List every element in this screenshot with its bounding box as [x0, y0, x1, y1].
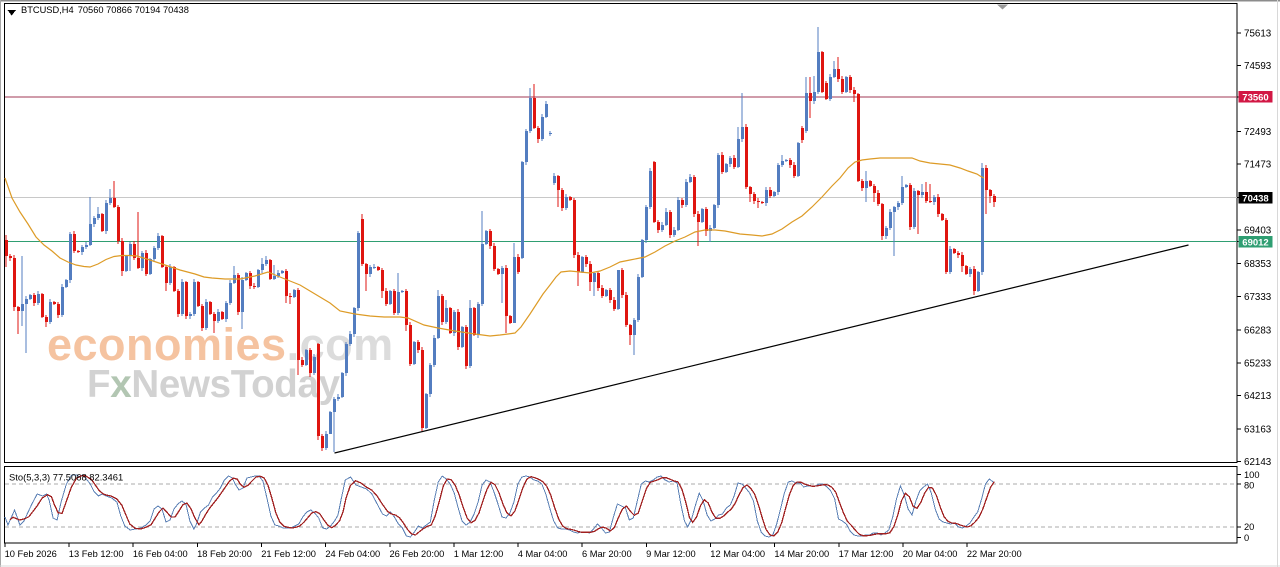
- svg-text:14 Mar 20:00: 14 Mar 20:00: [774, 549, 829, 559]
- svg-text:70438: 70438: [1242, 193, 1268, 204]
- svg-text:24 Feb 04:00: 24 Feb 04:00: [325, 549, 380, 559]
- svg-text:16 Feb 04:00: 16 Feb 04:00: [133, 549, 188, 559]
- svg-text:6 Mar 20:00: 6 Mar 20:00: [582, 549, 632, 559]
- svg-text:17 Mar 12:00: 17 Mar 12:00: [839, 549, 894, 559]
- svg-text:62143: 62143: [1244, 457, 1272, 468]
- svg-text:20: 20: [1244, 522, 1254, 532]
- svg-text:4 Mar 04:00: 4 Mar 04:00: [518, 549, 568, 559]
- svg-text:21 Feb 12:00: 21 Feb 12:00: [261, 549, 316, 559]
- svg-text:64213: 64213: [1244, 391, 1272, 402]
- svg-text:73560: 73560: [1242, 92, 1268, 103]
- svg-text:75613: 75613: [1244, 29, 1272, 40]
- svg-text:12 Mar 04:00: 12 Mar 04:00: [710, 549, 765, 559]
- svg-text:71473: 71473: [1244, 160, 1272, 171]
- svg-text:FxNewsToday: FxNewsToday: [87, 363, 341, 406]
- svg-text:72493: 72493: [1244, 127, 1272, 138]
- svg-text:1 Mar 12:00: 1 Mar 12:00: [454, 549, 504, 559]
- svg-text:68353: 68353: [1244, 259, 1272, 270]
- svg-text:13 Feb 12:00: 13 Feb 12:00: [69, 549, 124, 559]
- svg-text:74593: 74593: [1244, 61, 1272, 72]
- svg-text:Sto(5,3,3) 77.5068 82.3461: Sto(5,3,3) 77.5068 82.3461: [9, 472, 123, 483]
- svg-text:63163: 63163: [1244, 425, 1272, 436]
- svg-text:0: 0: [1244, 533, 1249, 543]
- svg-text:66283: 66283: [1244, 326, 1272, 337]
- svg-text:65233: 65233: [1244, 359, 1272, 370]
- svg-text:economies.com: economies.com: [47, 319, 394, 370]
- svg-text:100: 100: [1244, 470, 1260, 480]
- svg-text:69012: 69012: [1242, 237, 1268, 248]
- svg-text:20 Mar 04:00: 20 Mar 04:00: [903, 549, 958, 559]
- svg-text:18 Feb 20:00: 18 Feb 20:00: [197, 549, 252, 559]
- svg-text:80: 80: [1244, 481, 1254, 491]
- svg-text:67333: 67333: [1244, 292, 1272, 303]
- svg-text:22 Mar 20:00: 22 Mar 20:00: [967, 549, 1022, 559]
- svg-text:10 Feb 2026: 10 Feb 2026: [5, 549, 57, 559]
- svg-text:26 Feb 20:00: 26 Feb 20:00: [390, 549, 445, 559]
- svg-text:69403: 69403: [1244, 226, 1272, 237]
- svg-text:9 Mar 12:00: 9 Mar 12:00: [646, 549, 696, 559]
